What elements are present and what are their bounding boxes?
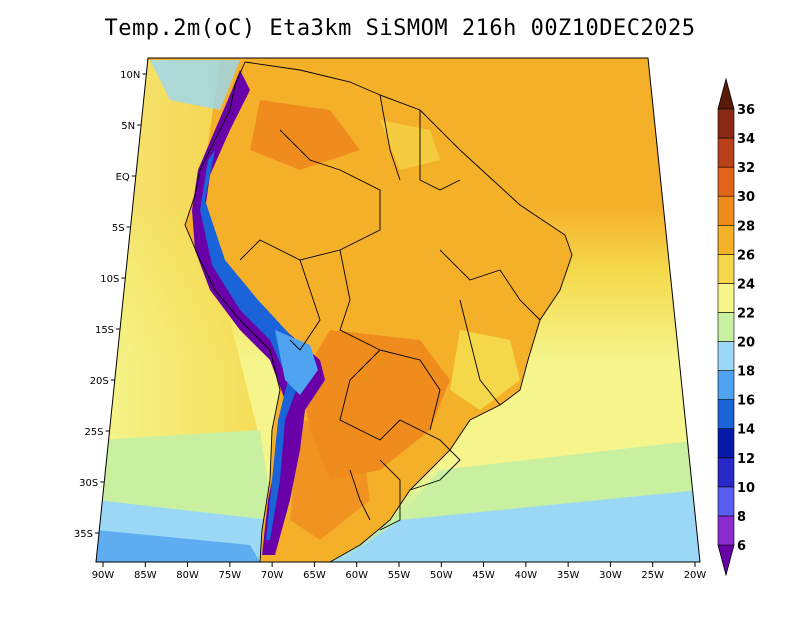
lat-label-25s: 25S	[84, 427, 103, 438]
lon-label-80w: 80W	[176, 570, 199, 581]
colorbar-segment	[717, 224, 735, 255]
colorbar-segment	[717, 254, 735, 284]
colorbar-segment	[717, 428, 735, 459]
colorbar-segment	[717, 341, 735, 371]
colorbar-label-28: 28	[737, 219, 755, 234]
colorbar-label-14: 14	[737, 423, 755, 438]
lat-label-20s: 20S	[90, 376, 109, 387]
colorbar-label-36: 36	[737, 103, 755, 118]
lon-label-65w: 65W	[303, 570, 326, 581]
lon-label-50w: 50W	[430, 570, 453, 581]
lat-label-35s: 35S	[74, 529, 93, 540]
colorbar-segment	[717, 195, 735, 226]
colorbar-segment	[717, 108, 735, 139]
colorbar-min-arrow	[717, 544, 735, 577]
colorbar-label-26: 26	[737, 248, 755, 263]
lat-label-5n: 5N	[121, 121, 135, 132]
lon-label-25w: 25W	[641, 570, 664, 581]
colorbar-label-34: 34	[737, 132, 755, 147]
lon-label-30w: 30W	[599, 570, 622, 581]
colorbar-label-30: 30	[737, 190, 755, 205]
lon-label-35w: 35W	[557, 570, 580, 581]
lon-label-75w: 75W	[219, 570, 242, 581]
colorbar-label-16: 16	[737, 394, 755, 409]
lon-label-85w: 85W	[134, 570, 157, 581]
colorbar-segment	[717, 137, 735, 168]
lat-label-10s: 10S	[100, 274, 119, 285]
colorbar-segment	[717, 399, 735, 430]
latitude-axis: 10N 5N EQ 5S 10S 15S 20S 25S 30S 35S	[74, 70, 147, 540]
lon-label-45w: 45W	[472, 570, 495, 581]
colorbar-label-22: 22	[737, 306, 755, 321]
longitude-axis: 90W 85W 80W 75W 70W 65W 60W 55W 50W 45W 40W 35W 30W 2…	[92, 562, 707, 581]
colorbar-segment	[717, 283, 735, 313]
colorbar-label-32: 32	[737, 161, 755, 176]
lat-label-eq: EQ	[116, 172, 130, 183]
lat-label-10n: 10N	[120, 70, 140, 81]
colorbar-label-24: 24	[737, 277, 755, 292]
lat-label-30s: 30S	[79, 478, 98, 489]
map-title: Temp.2m(oC) Eta3km SiSMOM 216h 00Z10DEC2…	[104, 16, 696, 41]
colorbar-label-6: 6	[737, 539, 746, 554]
lon-label-20w: 20W	[684, 570, 707, 581]
colorbar-segment	[717, 370, 735, 400]
colorbar-label-8: 8	[737, 510, 746, 525]
colorbar-label-10: 10	[737, 481, 755, 496]
colorbar-segment	[717, 486, 735, 517]
lon-label-70w: 70W	[261, 570, 284, 581]
colorbar: 6 8 10 12 14 16 18 20 22 24 26 28 30 32 34 36	[717, 77, 755, 577]
colorbar-max-arrow	[717, 77, 735, 110]
colorbar-segment	[717, 515, 735, 546]
map-frame	[95, 57, 701, 563]
lon-label-40w: 40W	[515, 570, 538, 581]
lat-label-5s: 5S	[112, 223, 125, 234]
colorbar-label-18: 18	[737, 365, 755, 380]
colorbar-segment	[717, 457, 735, 488]
lon-label-90w: 90W	[92, 570, 115, 581]
lon-label-55w: 55W	[388, 570, 411, 581]
country-borders	[184, 61, 573, 563]
colorbar-segment	[717, 166, 735, 197]
colorbar-label-20: 20	[737, 336, 755, 351]
colorbar-segment	[717, 312, 735, 342]
colorbar-label-12: 12	[737, 452, 755, 467]
lat-label-15s: 15S	[95, 325, 114, 336]
lon-label-60w: 60W	[345, 570, 368, 581]
temperature-field	[96, 58, 700, 562]
